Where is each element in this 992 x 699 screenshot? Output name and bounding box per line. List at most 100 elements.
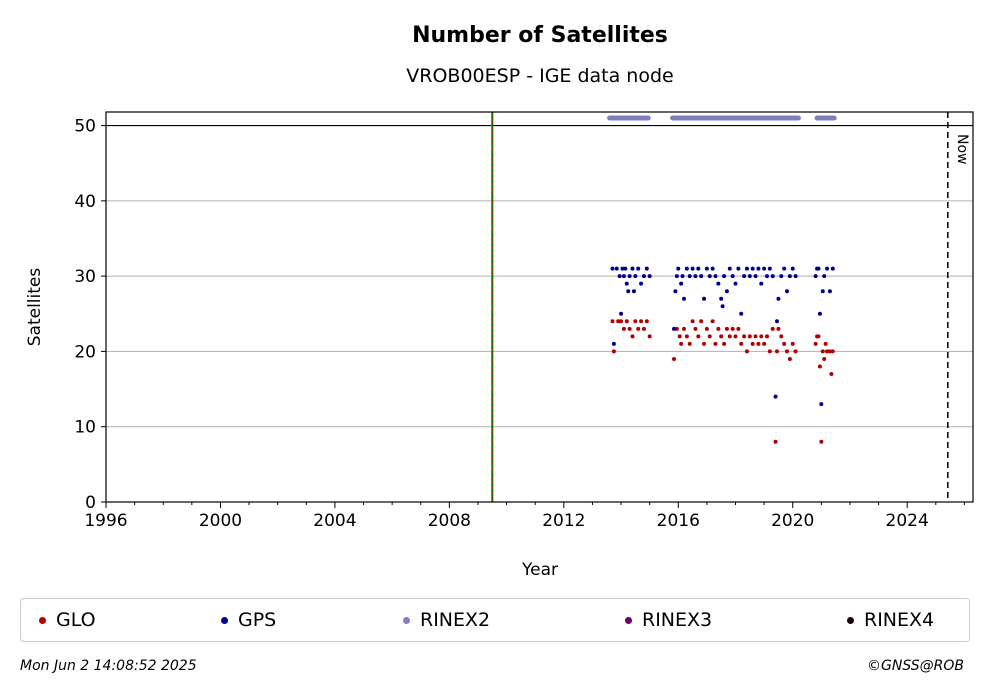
x-tick-label: 2024: [886, 511, 929, 531]
series-gps-point: [619, 311, 624, 316]
series-glo-point: [696, 334, 701, 339]
series-glo-point: [820, 349, 825, 354]
series-glo-point: [829, 372, 834, 377]
series-gps-point: [767, 266, 772, 271]
series-glo-point: [641, 326, 646, 331]
series-glo-point: [716, 326, 721, 331]
series-glo-point: [742, 334, 747, 339]
legend-label: GLO: [56, 609, 96, 631]
gps-marker-icon: [221, 616, 228, 624]
series-glo-point: [710, 319, 715, 324]
series-glo-point: [774, 349, 779, 354]
series-glo-point: [690, 319, 695, 324]
series-gps-point: [719, 296, 724, 301]
now-label: Now: [954, 134, 970, 165]
series-gps-point: [744, 266, 749, 271]
series-glo-point: [693, 326, 698, 331]
series-glo-point: [671, 356, 676, 361]
series-gps-point: [620, 266, 625, 271]
series-gps-point: [687, 274, 692, 279]
series-gps-point: [627, 274, 632, 279]
series-glo-point: [619, 319, 624, 324]
legend: GLO GPS RINEX2 RINEX3 RINEX4: [20, 598, 970, 642]
chart-title: Number of Satellites: [412, 23, 668, 48]
legend-label: RINEX4: [864, 609, 935, 631]
series-gps-point: [742, 274, 747, 279]
series-glo-point: [610, 319, 615, 324]
x-axis: 1996 2000 2004 2008 2012 2016 2020 2024: [84, 502, 965, 531]
series-glo-point: [727, 334, 732, 339]
reference-lines: Now: [491, 112, 970, 502]
series-gps-point: [641, 274, 646, 279]
series-glo-point: [687, 341, 692, 346]
series-glo-point: [621, 326, 626, 331]
series-glo-point: [719, 334, 724, 339]
series-gps-point: [727, 266, 732, 271]
series-glo-point: [722, 341, 727, 346]
series-glo-point: [753, 334, 758, 339]
series-gps-point: [630, 266, 635, 271]
series-gps-point: [750, 266, 755, 271]
legend-label: RINEX3: [642, 609, 713, 631]
series-gps-point: [716, 281, 721, 286]
series-gps-point: [730, 274, 735, 279]
x-tick-label: 2000: [199, 511, 242, 531]
legend-item-glo: GLO: [39, 599, 96, 641]
legend-item-rinex3: RINEX3: [625, 599, 712, 641]
series-gps-point: [722, 274, 727, 279]
series-glo-point: [679, 341, 684, 346]
series-gps-point: [673, 289, 678, 294]
series-gps-point: [733, 281, 738, 286]
series-glo-point: [736, 326, 741, 331]
series-glo-point: [674, 326, 679, 331]
series-glo-point: [827, 349, 832, 354]
series-gps-point: [704, 266, 709, 271]
series-glo-point: [633, 319, 638, 324]
series-glo-point: [750, 341, 755, 346]
glo-marker-icon: [39, 616, 46, 624]
plot-area: [105, 111, 974, 503]
series-glo-point: [782, 341, 787, 346]
y-tick-label: 30: [74, 267, 96, 287]
legend-item-rinex2: RINEX2: [403, 599, 490, 641]
series-glo-point: [639, 319, 644, 324]
series-glo-point: [630, 334, 635, 339]
series-gps-point: [827, 289, 832, 294]
series-gps-point: [793, 274, 798, 279]
series-glo-point: [707, 334, 712, 339]
series-gps-point: [639, 281, 644, 286]
series-gps-point: [633, 274, 638, 279]
series-gps-point: [830, 266, 835, 271]
series-gps-point: [611, 341, 616, 346]
legend-label: GPS: [238, 609, 277, 631]
series-glo-point: [773, 439, 778, 444]
y-tick-label: 50: [74, 117, 96, 137]
series-glo-point: [813, 341, 818, 346]
y-axis-label: Satellites: [25, 268, 45, 347]
y-tick-label: 0: [85, 493, 96, 513]
series-glo-point: [684, 334, 689, 339]
rinex3-marker-icon: [625, 616, 632, 624]
x-axis-label: Year: [521, 560, 558, 580]
series-gps-point: [773, 394, 778, 399]
series-gps-point: [626, 289, 631, 294]
series-gps-point: [623, 266, 628, 271]
series-gps-point: [753, 274, 758, 279]
series-glo-point: [770, 326, 775, 331]
series-gps-point: [787, 274, 792, 279]
series-glo-point: [699, 319, 704, 324]
x-tick-label: 2012: [542, 511, 585, 531]
y-tick-label: 10: [74, 418, 96, 438]
series-gps-point: [707, 274, 712, 279]
series-gps-point: [774, 319, 779, 324]
series-gps-point: [739, 311, 744, 316]
series-glo-point: [776, 326, 781, 331]
x-tick-label: 1996: [84, 511, 127, 531]
series-gps-point: [713, 274, 718, 279]
series-glo-point: [704, 326, 709, 331]
satellites-chart: Number of Satellites VROB00ESP - IGE dat…: [25, 23, 974, 580]
series-glo-point: [822, 356, 827, 361]
series-gps-point: [631, 289, 636, 294]
series-gps-point: [762, 266, 767, 271]
series-glo-point: [787, 356, 792, 361]
